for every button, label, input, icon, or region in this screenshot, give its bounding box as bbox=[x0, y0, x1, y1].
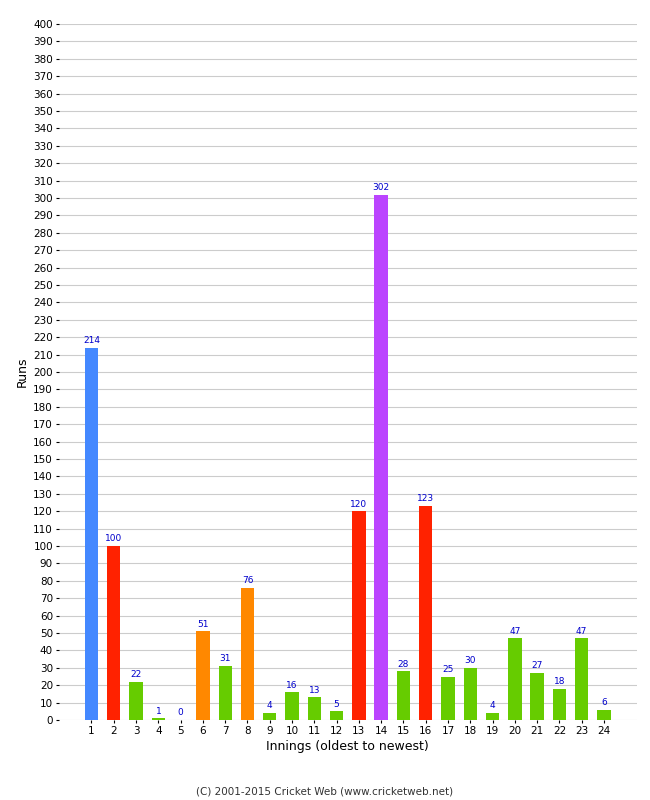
Text: 5: 5 bbox=[333, 700, 339, 709]
Bar bbox=[396, 671, 410, 720]
Bar bbox=[419, 506, 432, 720]
Text: 6: 6 bbox=[601, 698, 607, 707]
Text: 51: 51 bbox=[197, 620, 209, 629]
Bar bbox=[84, 348, 98, 720]
Bar bbox=[330, 711, 343, 720]
Bar bbox=[107, 546, 120, 720]
Bar bbox=[307, 698, 321, 720]
Bar bbox=[263, 713, 276, 720]
Text: 18: 18 bbox=[554, 677, 566, 686]
Text: 123: 123 bbox=[417, 494, 434, 503]
Text: 31: 31 bbox=[220, 654, 231, 663]
Text: 4: 4 bbox=[490, 702, 495, 710]
Text: 76: 76 bbox=[242, 576, 254, 585]
Text: 25: 25 bbox=[443, 665, 454, 674]
Text: 47: 47 bbox=[509, 626, 521, 636]
Bar bbox=[129, 682, 143, 720]
Bar bbox=[285, 692, 299, 720]
Text: 0: 0 bbox=[177, 708, 183, 718]
Text: 27: 27 bbox=[532, 662, 543, 670]
Text: 100: 100 bbox=[105, 534, 122, 543]
Text: 302: 302 bbox=[372, 183, 390, 192]
Bar bbox=[441, 677, 455, 720]
Bar bbox=[352, 511, 365, 720]
Text: 22: 22 bbox=[131, 670, 142, 679]
Bar bbox=[218, 666, 232, 720]
Bar bbox=[530, 673, 544, 720]
Text: 214: 214 bbox=[83, 336, 100, 345]
Text: 120: 120 bbox=[350, 499, 367, 509]
Bar bbox=[374, 194, 388, 720]
Bar bbox=[552, 689, 566, 720]
Y-axis label: Runs: Runs bbox=[16, 357, 29, 387]
Bar bbox=[463, 668, 477, 720]
Bar bbox=[575, 638, 588, 720]
Text: 13: 13 bbox=[309, 686, 320, 694]
Bar bbox=[151, 718, 165, 720]
Bar bbox=[597, 710, 611, 720]
Text: 47: 47 bbox=[576, 626, 588, 636]
Bar bbox=[486, 713, 499, 720]
Text: 28: 28 bbox=[398, 660, 409, 669]
Bar bbox=[240, 588, 254, 720]
X-axis label: Innings (oldest to newest): Innings (oldest to newest) bbox=[266, 740, 429, 753]
Text: 1: 1 bbox=[155, 706, 161, 716]
Text: (C) 2001-2015 Cricket Web (www.cricketweb.net): (C) 2001-2015 Cricket Web (www.cricketwe… bbox=[196, 786, 454, 796]
Text: 16: 16 bbox=[286, 681, 298, 690]
Bar bbox=[508, 638, 521, 720]
Text: 30: 30 bbox=[465, 656, 476, 665]
Text: 4: 4 bbox=[267, 702, 272, 710]
Bar bbox=[196, 631, 209, 720]
